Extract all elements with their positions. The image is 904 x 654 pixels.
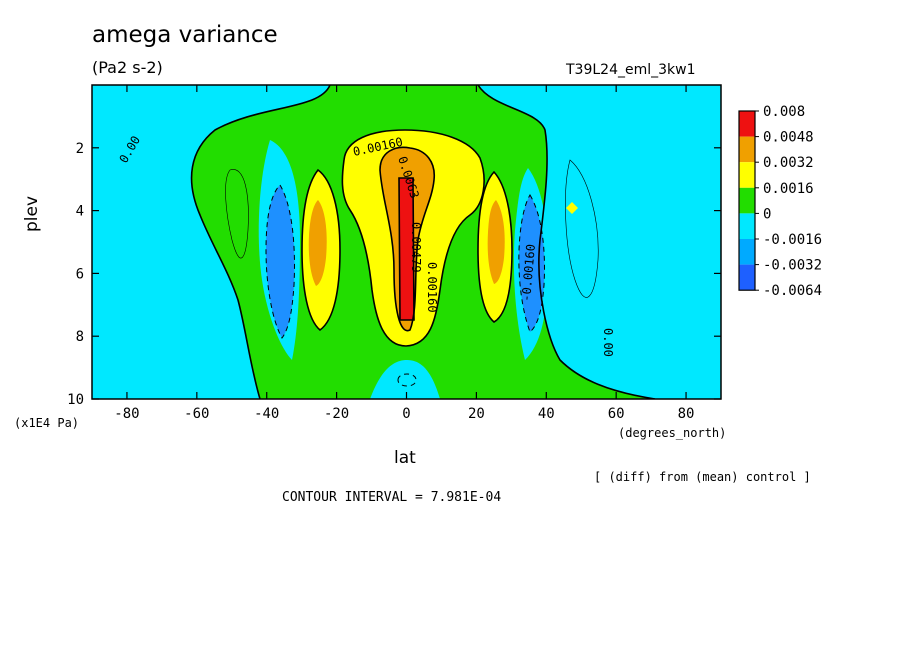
colorbar-swatch [739, 213, 755, 239]
colorbar-swatch [739, 187, 755, 214]
x-tick-label: 60 [608, 406, 625, 422]
colorbar-label: 0.008 [763, 104, 805, 120]
colorbar-label: 0.0032 [763, 155, 814, 171]
contour-label: 0.00160 [425, 262, 439, 313]
y-tick-label: 8 [76, 329, 84, 345]
x-axis: -80 -60 -40 -20 0 20 40 60 80 [114, 85, 694, 422]
contour-interval: CONTOUR INTERVAL = 7.981E-04 [282, 490, 502, 505]
x-tick-label: -60 [184, 406, 209, 422]
y-tick-label: 10 [67, 392, 84, 408]
y-tick-label: 2 [76, 141, 84, 157]
contour-lines [190, 85, 656, 399]
colorbar-swatch [739, 136, 755, 163]
field-cyan-west [92, 85, 330, 399]
colorbar-label: 0 [763, 206, 771, 222]
field-orange-nh [487, 200, 505, 284]
contour-label: -0.00160 [519, 243, 538, 302]
field-yellow-blob-ne [566, 202, 578, 214]
thin-contours [225, 159, 599, 298]
x-tick-label: -80 [114, 406, 139, 422]
colorbar-swatch [739, 111, 755, 137]
field-blue-nh [518, 195, 545, 332]
field-blue-sh [266, 185, 295, 338]
colorbar-label: 0.0016 [763, 181, 814, 197]
colorbar-label: -0.0016 [763, 232, 822, 248]
footnote: [ (diff) from (mean) control ] [594, 470, 811, 484]
colorbar: 0.008 0.0048 0.0032 0.0016 0 -0.0016 -0.0032 -0… [738, 104, 822, 299]
contour-label-group: 0.00 0.00160 0.0063 0.00479 0.00160 -0.0… [116, 133, 615, 356]
contour-label: 0.00479 [409, 222, 423, 273]
colorbar-swatch [739, 162, 755, 188]
x-axis-units: (degrees_north) [618, 426, 727, 440]
field-red-core [399, 178, 414, 320]
y-axis: 2 4 6 8 10 [67, 141, 721, 408]
y-tick-label: 4 [76, 204, 84, 220]
colorbar-label: 0.0048 [763, 130, 814, 146]
contour-fields: 0.00 0.00160 0.0063 0.00479 0.00160 -0.0… [92, 85, 721, 399]
x-tick-label: 40 [538, 406, 555, 422]
colorbar-frame [738, 110, 756, 291]
x-tick-label: 80 [678, 406, 695, 422]
colorbar-label: -0.0064 [763, 283, 822, 299]
colorbar-swatch [739, 239, 755, 265]
field-cyan-east [478, 85, 721, 399]
x-tick-label: 20 [468, 406, 485, 422]
colorbar-swatch [739, 264, 755, 291]
x-axis-label: lat [394, 448, 416, 468]
chart-title: amega variance [92, 22, 278, 48]
contour-label: 0.00 [601, 328, 615, 357]
x-tick-label: -40 [254, 406, 279, 422]
field-cyan-bottom-center [370, 360, 440, 399]
y-axis-units: (x1E4 Pa) [14, 416, 80, 430]
colorbar-label: -0.0032 [763, 258, 822, 274]
x-tick-label: -20 [324, 406, 349, 422]
run-label: T39L24_eml_3kw1 [566, 62, 696, 78]
negative-contours [265, 184, 545, 387]
field-orange-sh [308, 200, 327, 286]
x-tick-label: 0 [402, 406, 410, 422]
chart-units: (Pa2 s-2) [92, 58, 163, 77]
y-tick-label: 6 [76, 266, 84, 282]
